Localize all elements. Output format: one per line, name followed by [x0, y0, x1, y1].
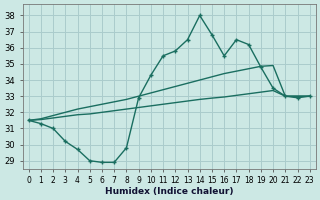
X-axis label: Humidex (Indice chaleur): Humidex (Indice chaleur)	[105, 187, 234, 196]
